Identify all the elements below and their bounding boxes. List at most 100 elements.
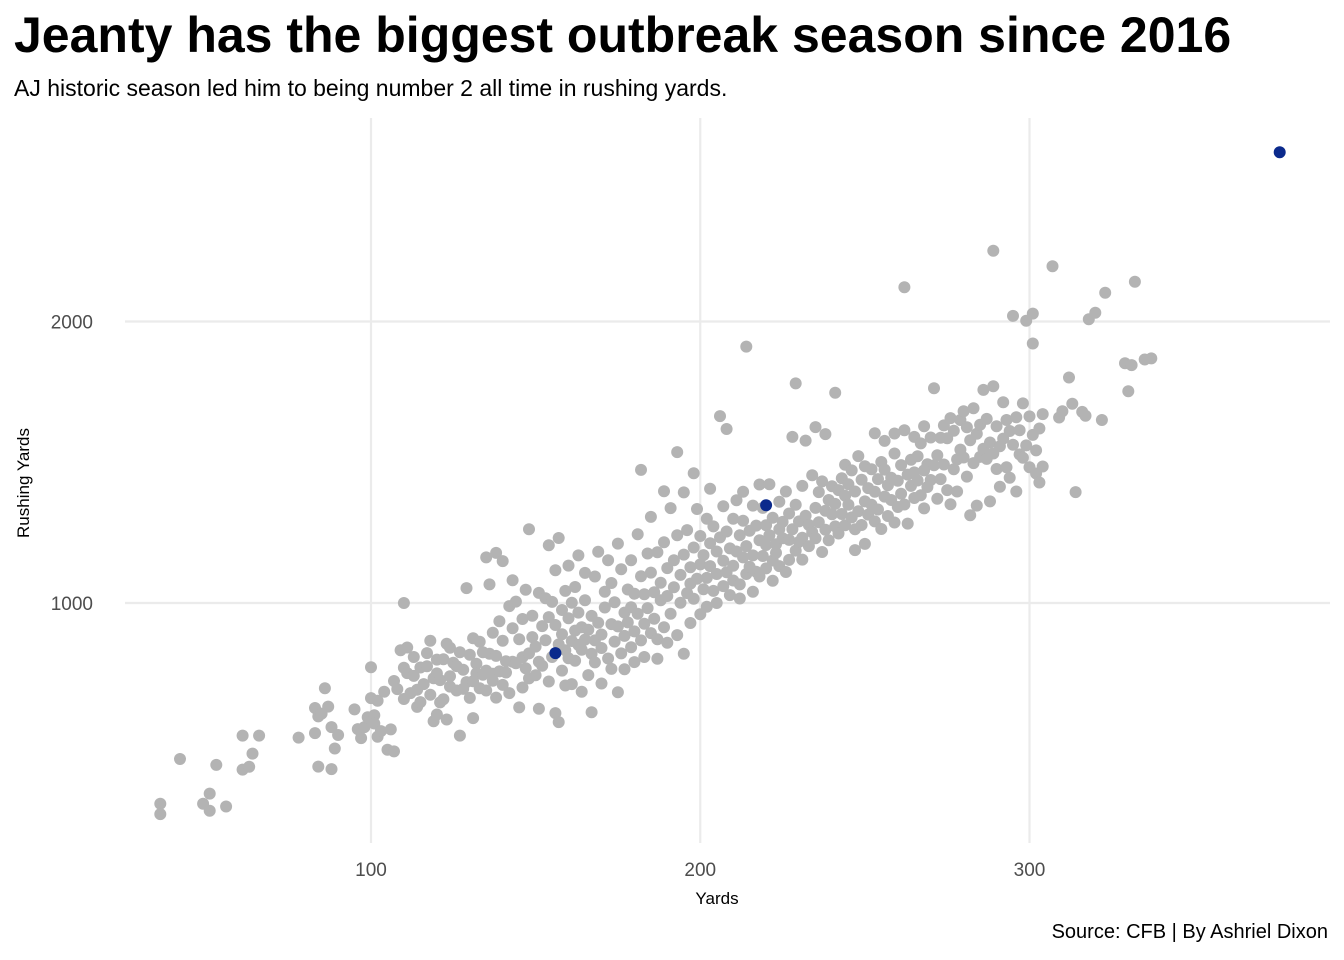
data-point (766, 511, 779, 524)
data-point (565, 596, 578, 609)
data-point (602, 554, 615, 567)
data-point (740, 340, 753, 353)
data-point (937, 458, 950, 471)
data-point (480, 551, 493, 564)
data-point (710, 568, 723, 580)
data-point (1089, 306, 1102, 319)
data-point (878, 434, 891, 447)
data-point (246, 747, 259, 760)
data-point (984, 495, 996, 508)
data-point (786, 430, 799, 443)
chart-title: Jeanty has the biggest outbreak season s… (14, 7, 1232, 63)
data-point (779, 566, 792, 578)
highlighted-data-point (1273, 146, 1286, 159)
data-point (608, 635, 621, 648)
data-point (1010, 411, 1023, 424)
data-point (720, 525, 733, 538)
x-tick-label: 100 (355, 860, 387, 881)
data-point (694, 558, 707, 571)
data-point (868, 485, 881, 498)
data-point (651, 546, 664, 559)
data-point (414, 696, 427, 709)
data-point (602, 652, 615, 665)
data-point (539, 634, 552, 647)
data-point (437, 653, 450, 666)
data-point (611, 537, 624, 550)
data-point (569, 654, 582, 667)
data-point (496, 555, 509, 568)
data-point (1066, 397, 1079, 410)
data-point (888, 447, 901, 460)
data-point (470, 657, 483, 670)
data-point (424, 688, 437, 701)
data-point (888, 516, 901, 529)
y-tick-label: 1000 (51, 594, 93, 615)
data-point (605, 662, 618, 675)
data-point (434, 674, 447, 687)
data-point (552, 716, 565, 729)
data-point (654, 576, 667, 589)
data-point (753, 478, 766, 491)
data-point (1000, 461, 1013, 474)
data-point (737, 551, 750, 564)
data-point (783, 553, 796, 566)
data-point (355, 732, 368, 745)
data-point (980, 412, 993, 425)
data-point (1063, 371, 1075, 384)
data-point (575, 685, 588, 698)
data-point (523, 523, 535, 536)
data-point (559, 584, 572, 597)
chart-subtitle: AJ historic season led him to being numb… (14, 75, 728, 101)
data-point (1033, 476, 1046, 489)
data-point (733, 529, 746, 542)
data-point (625, 554, 638, 567)
data-point (977, 383, 990, 396)
grid-lines (125, 118, 1330, 843)
data-point (549, 707, 562, 720)
y-axis-title: Rushing Yards (14, 428, 33, 538)
data-point (490, 691, 503, 704)
data-point (1125, 359, 1138, 372)
data-point (368, 709, 381, 722)
data-point (592, 616, 605, 629)
data-point (154, 797, 167, 810)
data-point (776, 515, 789, 528)
data-point (740, 540, 753, 553)
data-point (717, 554, 730, 567)
data-point (1099, 286, 1112, 299)
data-point (658, 621, 670, 634)
data-point (210, 758, 223, 771)
data-point (947, 424, 960, 437)
data-point (1128, 275, 1141, 288)
data-point (822, 534, 835, 547)
data-point (483, 578, 496, 591)
data-point (960, 421, 973, 434)
data-point (911, 450, 924, 463)
data-point (309, 727, 321, 740)
data-point (865, 463, 878, 476)
data-point (490, 649, 503, 662)
data-point (756, 550, 769, 562)
data-point (635, 463, 647, 476)
data-point (816, 475, 829, 488)
data-point (542, 539, 555, 552)
data-point (595, 628, 608, 641)
data-point (661, 590, 674, 602)
data-point (957, 451, 970, 464)
data-point (292, 731, 305, 744)
data-point (529, 640, 542, 653)
data-point (710, 597, 723, 609)
data-point (460, 582, 473, 595)
data-point (322, 700, 335, 713)
data-point (582, 669, 595, 682)
data-point (687, 467, 700, 480)
data-point (845, 464, 858, 477)
data-point (582, 623, 595, 636)
data-point (829, 386, 842, 399)
data-point (513, 633, 526, 646)
data-point (760, 539, 773, 551)
highlighted-data-point (549, 647, 562, 660)
data-point (588, 656, 601, 669)
data-point (661, 562, 674, 575)
data-point (872, 473, 884, 486)
